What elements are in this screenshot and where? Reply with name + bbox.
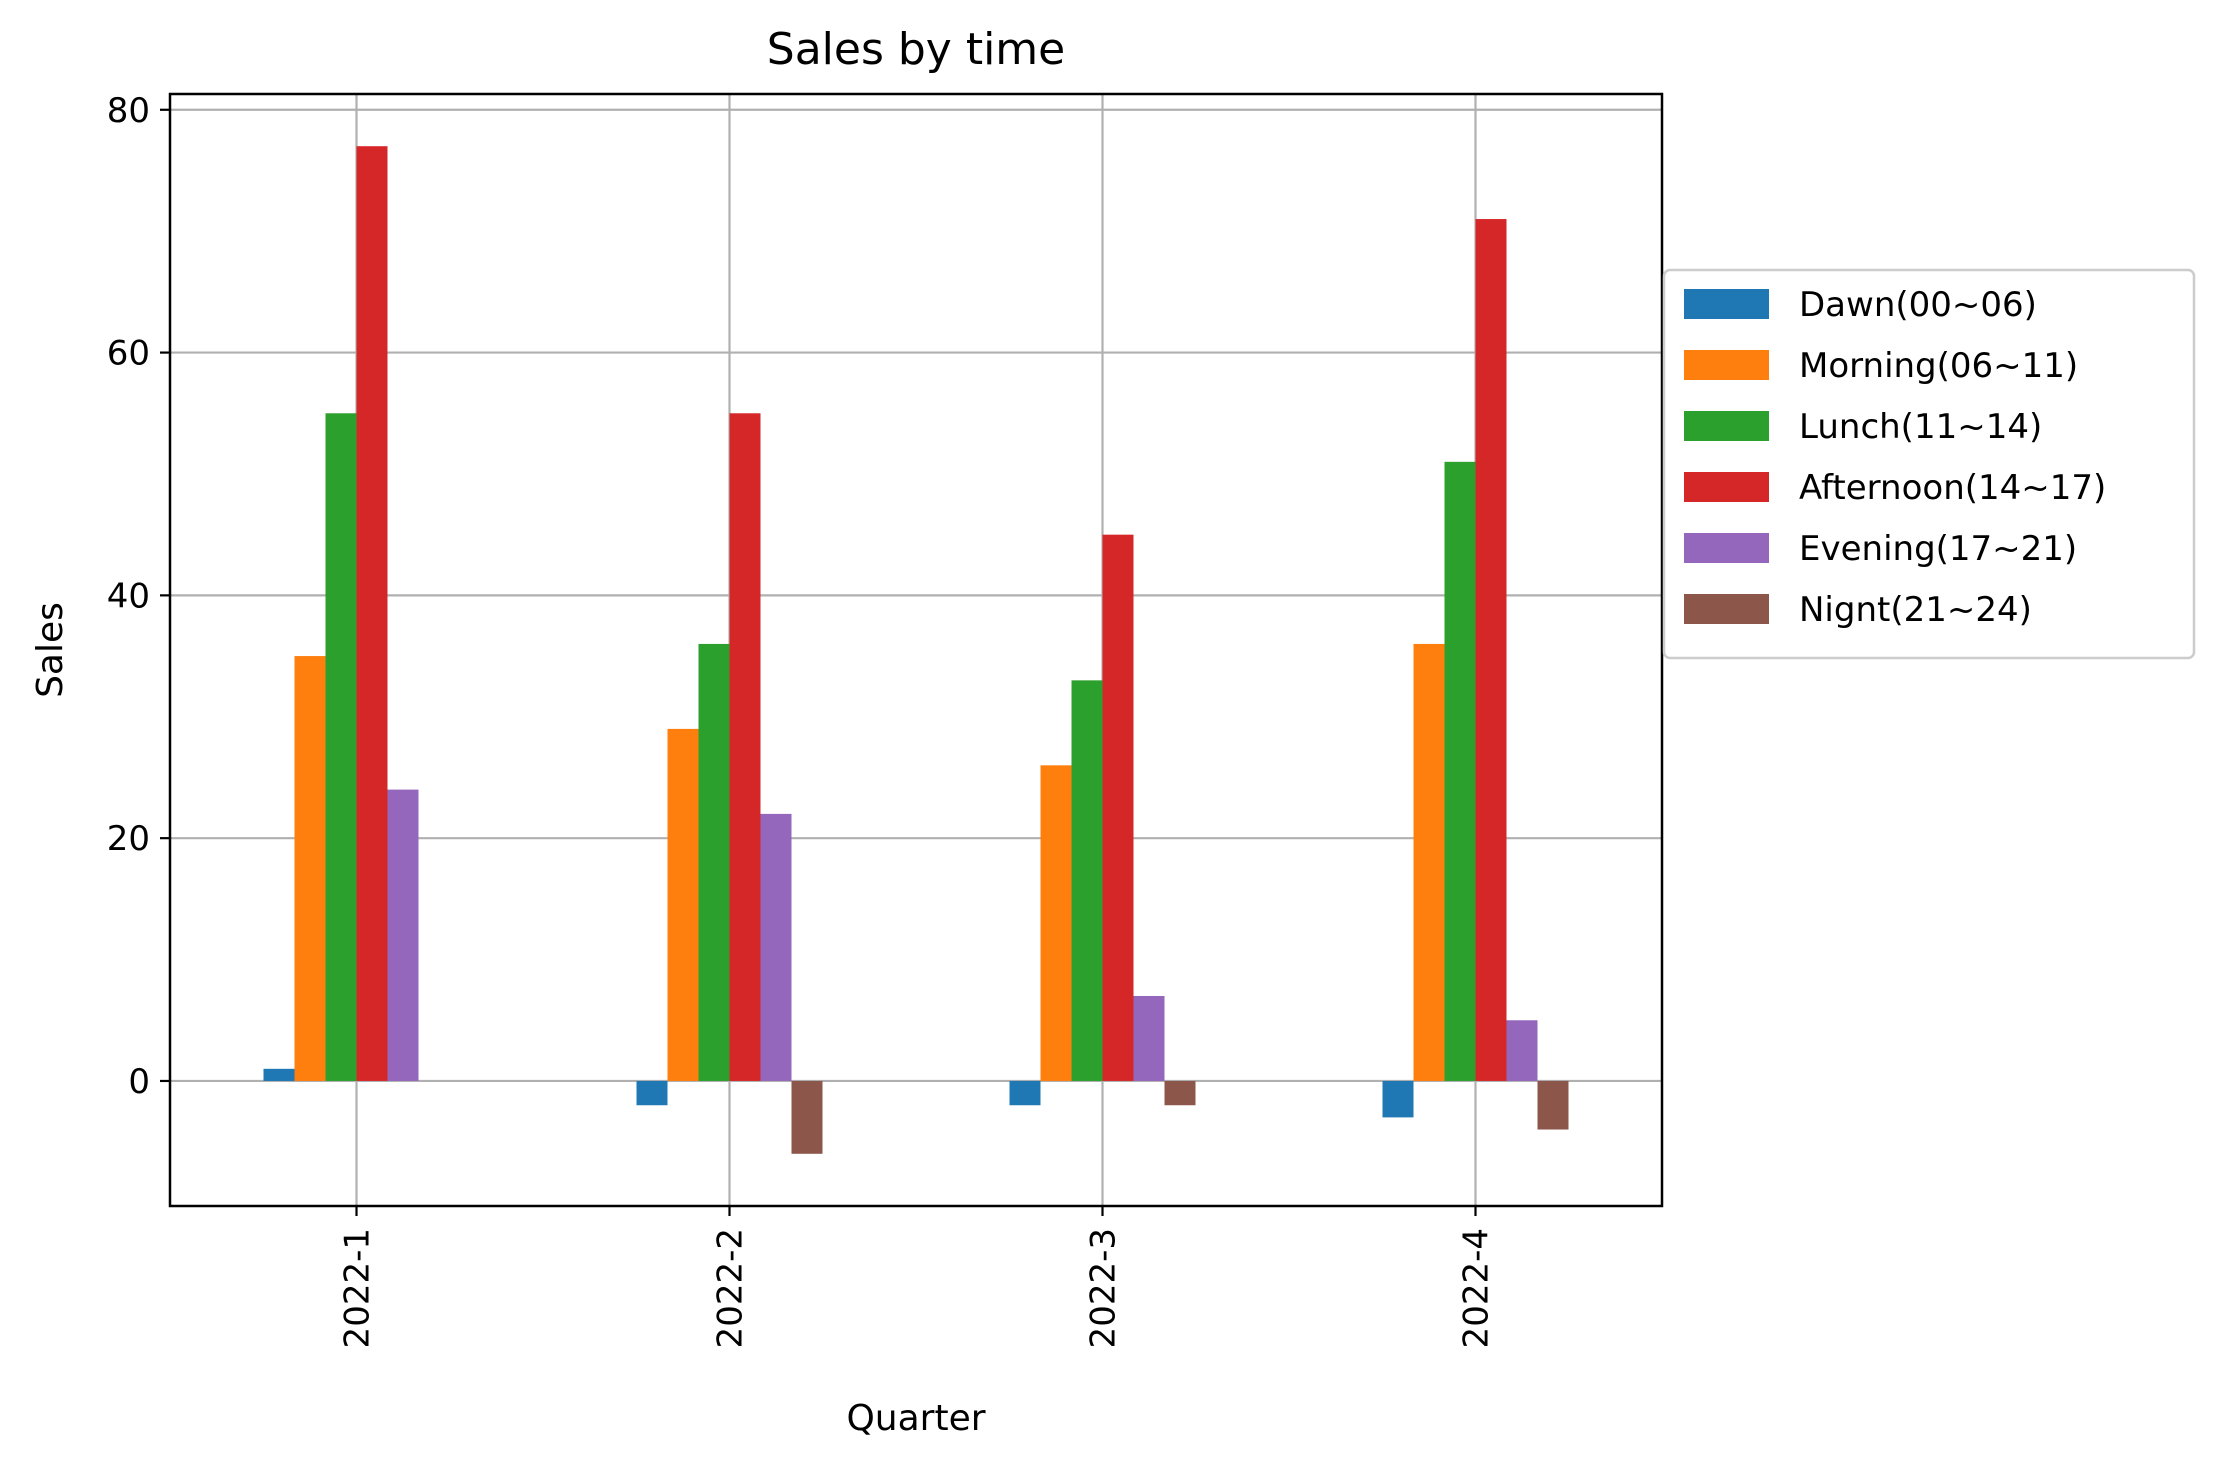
bars-layer bbox=[263, 146, 1569, 1154]
x-tick-label: 2022-3 bbox=[1084, 1228, 1124, 1348]
legend-label: Nignt(21~24) bbox=[1799, 590, 2032, 630]
legend-swatch bbox=[1684, 289, 1769, 319]
bar bbox=[1506, 1020, 1538, 1081]
legend-swatch bbox=[1684, 594, 1769, 624]
bar bbox=[1382, 1080, 1414, 1118]
bar bbox=[1537, 1080, 1569, 1130]
legend-box bbox=[1662, 268, 2196, 660]
legend-swatch bbox=[1684, 472, 1769, 502]
bar bbox=[387, 789, 419, 1081]
bar bbox=[698, 643, 730, 1081]
bar bbox=[760, 813, 792, 1081]
y-axis-label: Sales bbox=[30, 602, 71, 698]
bar bbox=[294, 656, 326, 1081]
x-tick-label: 2022-1 bbox=[338, 1228, 378, 1348]
bar bbox=[1413, 643, 1445, 1081]
legend-label: Lunch(11~14) bbox=[1799, 407, 2042, 447]
bar bbox=[1164, 1080, 1196, 1106]
legend-label: Afternoon(14~17) bbox=[1799, 468, 2106, 508]
bar bbox=[1102, 534, 1134, 1081]
y-tick-label: 20 bbox=[107, 819, 150, 859]
bar bbox=[667, 728, 699, 1081]
bar bbox=[1444, 461, 1476, 1081]
legend-swatch bbox=[1684, 533, 1769, 563]
x-tick-label: 2022-4 bbox=[1457, 1228, 1497, 1348]
bar bbox=[1071, 680, 1103, 1081]
x-axis-label: Quarter bbox=[846, 1398, 985, 1439]
ticks-layer: 0 20 40 60 80 2022-1 2022-2 2022-3 2022-4 bbox=[107, 91, 1497, 1349]
legend-label: Morning(06~11) bbox=[1799, 346, 2078, 386]
chart-title: Sales by time bbox=[767, 24, 1065, 75]
x-tick-label: 2022-2 bbox=[711, 1228, 751, 1348]
legend-swatch bbox=[1684, 411, 1769, 441]
bar bbox=[1009, 1080, 1041, 1106]
bar bbox=[356, 146, 388, 1081]
bar bbox=[325, 413, 357, 1081]
legend-label: Dawn(00~06) bbox=[1799, 285, 2037, 325]
y-tick-label: 0 bbox=[128, 1062, 150, 1102]
y-tick-label: 40 bbox=[107, 576, 150, 616]
legend-label: Evening(17~21) bbox=[1799, 529, 2077, 569]
bar bbox=[729, 413, 761, 1081]
bar bbox=[1133, 995, 1165, 1081]
y-tick-label: 60 bbox=[107, 334, 150, 374]
plot-area-frame bbox=[168, 92, 1664, 1208]
bar bbox=[791, 1080, 823, 1154]
bar bbox=[636, 1080, 668, 1106]
legend: Dawn(00~06) Morning(06~11) Lunch(11~14) Aft… bbox=[1662, 268, 2196, 660]
y-tick-label: 80 bbox=[107, 91, 150, 131]
bar bbox=[263, 1068, 295, 1081]
bar bbox=[1475, 219, 1507, 1081]
legend-swatch bbox=[1684, 350, 1769, 380]
bar bbox=[1040, 765, 1072, 1081]
